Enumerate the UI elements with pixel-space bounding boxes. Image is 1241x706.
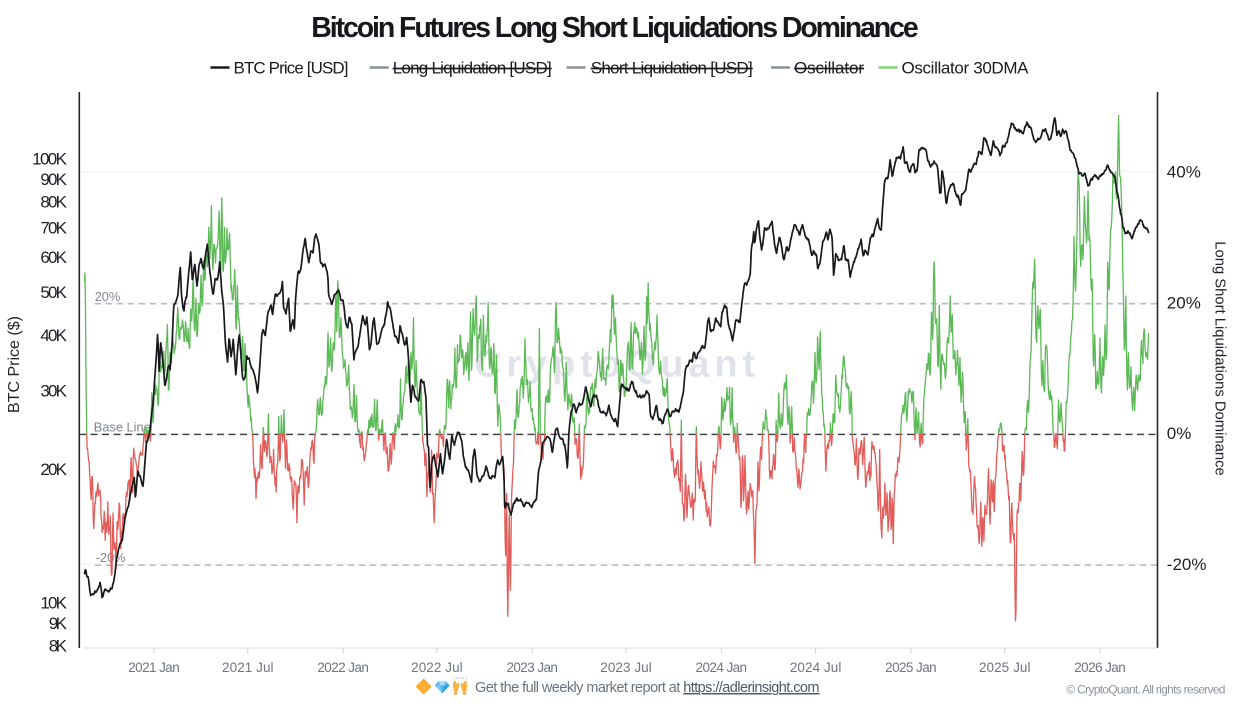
svg-text:2025 Jan: 2025 Jan [885, 660, 937, 675]
svg-text:90K: 90K [40, 170, 67, 189]
svg-text:20%: 20% [95, 289, 121, 304]
svg-text:0%: 0% [1167, 424, 1192, 443]
svg-text:30K: 30K [40, 382, 67, 401]
svg-text:9K: 9K [49, 614, 68, 633]
svg-text:50K: 50K [40, 283, 67, 302]
svg-text:Long Liquidation [USD]: Long Liquidation [USD] [393, 59, 552, 78]
svg-text:60K: 60K [40, 248, 67, 267]
svg-text:BTC Price [USD]: BTC Price [USD] [234, 59, 349, 78]
svg-text:2024 Jul: 2024 Jul [790, 660, 842, 675]
svg-text:40%: 40% [1167, 163, 1201, 182]
svg-text:20%: 20% [1167, 293, 1201, 312]
svg-text:Get the full weekly market rep: Get the full weekly market report at htt… [475, 680, 820, 696]
svg-text:80K: 80K [40, 193, 67, 212]
svg-text:-20%: -20% [1167, 555, 1207, 574]
svg-text:Oscillator 30DMA: Oscillator 30DMA [902, 59, 1030, 78]
svg-text:70K: 70K [40, 218, 67, 237]
svg-text:2023 Jan: 2023 Jan [506, 660, 558, 675]
svg-text:2021 Jul: 2021 Jul [222, 660, 273, 675]
svg-text:2022 Jul: 2022 Jul [411, 660, 463, 675]
svg-text:10K: 10K [40, 594, 67, 613]
svg-text:2022 Jan: 2022 Jan [317, 660, 369, 675]
svg-text:Bitcoin Futures Long Short Liq: Bitcoin Futures Long Short Liquidations … [311, 12, 919, 44]
svg-text:Short Liquidation [USD]: Short Liquidation [USD] [591, 59, 753, 78]
svg-text:2021 Jan: 2021 Jan [128, 660, 180, 675]
svg-text:20K: 20K [40, 460, 67, 479]
svg-text:© CryptoQuant. All rights rese: © CryptoQuant. All rights reserved [1066, 682, 1225, 696]
svg-text:2023 Jul: 2023 Jul [600, 660, 652, 675]
svg-text:2026 Jan: 2026 Jan [1074, 660, 1126, 675]
svg-text:100K: 100K [32, 150, 68, 169]
svg-text:BTC Price ($): BTC Price ($) [6, 316, 23, 413]
svg-text:8K: 8K [49, 637, 68, 656]
svg-text:40K: 40K [40, 326, 67, 345]
svg-text:2024 Jan: 2024 Jan [696, 660, 748, 675]
svg-text:Base Line: Base Line [94, 419, 151, 434]
svg-text:Long Short Liquidations Domina: Long Short Liquidations Dominance [1212, 241, 1228, 475]
svg-text:Oscillator: Oscillator [794, 59, 864, 78]
svg-text:2025 Jul: 2025 Jul [979, 660, 1030, 675]
